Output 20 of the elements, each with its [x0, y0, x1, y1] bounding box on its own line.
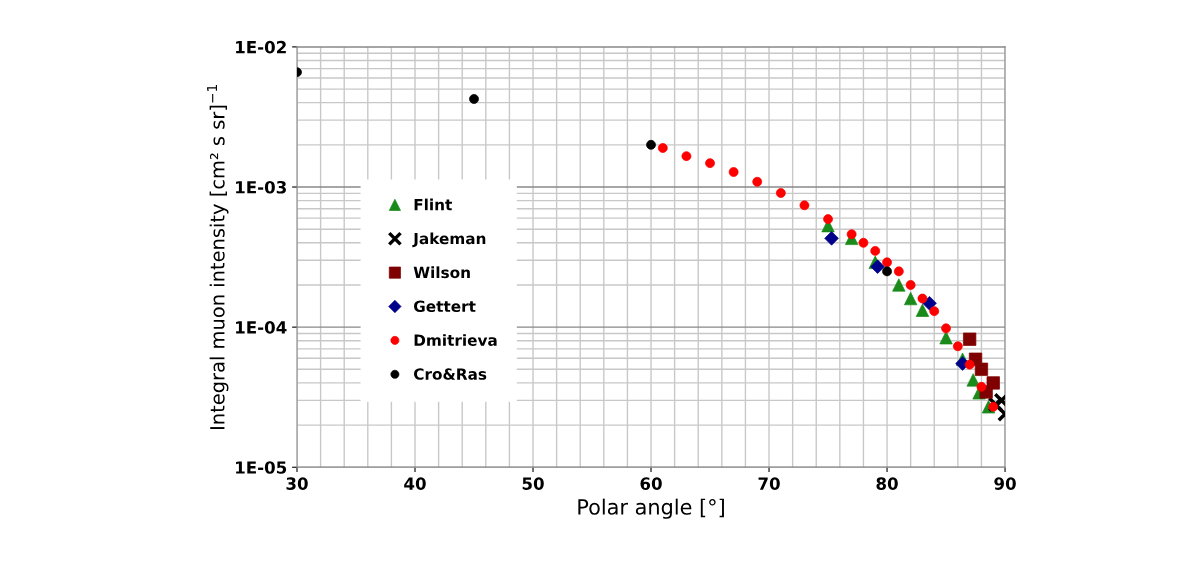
legend-label: Wilson	[413, 266, 470, 279]
y-tick-label: 1E-03	[236, 180, 286, 194]
legend-label: Jakeman	[412, 232, 486, 248]
x-tick-label: 40	[404, 477, 426, 490]
x-tick-label: 80	[876, 477, 898, 490]
point	[993, 392, 1006, 409]
y-tick-label: 1E-02	[236, 40, 286, 54]
x-tick-label: 60	[640, 477, 662, 490]
y-tick-label: 1E-05	[236, 461, 287, 474]
x-tick-label: 70	[758, 477, 780, 490]
legend-label: Cro&Ras	[413, 368, 487, 380]
y-tick-label: 1E-04	[236, 321, 287, 334]
x-tick-label: 50	[522, 477, 544, 490]
x-tick-label: 90	[994, 477, 1016, 490]
x-tick-label: 30	[286, 477, 308, 490]
x-axis-title: Polar angle [°]	[578, 498, 724, 519]
legend-label: Gettert	[413, 300, 476, 313]
legend-label: Dmitrieva	[414, 334, 497, 346]
legend-label: Flint	[414, 198, 452, 211]
y-axis-title: Integral muon intensity [cm² s sr]$^{−1}$	[207, 85, 229, 429]
